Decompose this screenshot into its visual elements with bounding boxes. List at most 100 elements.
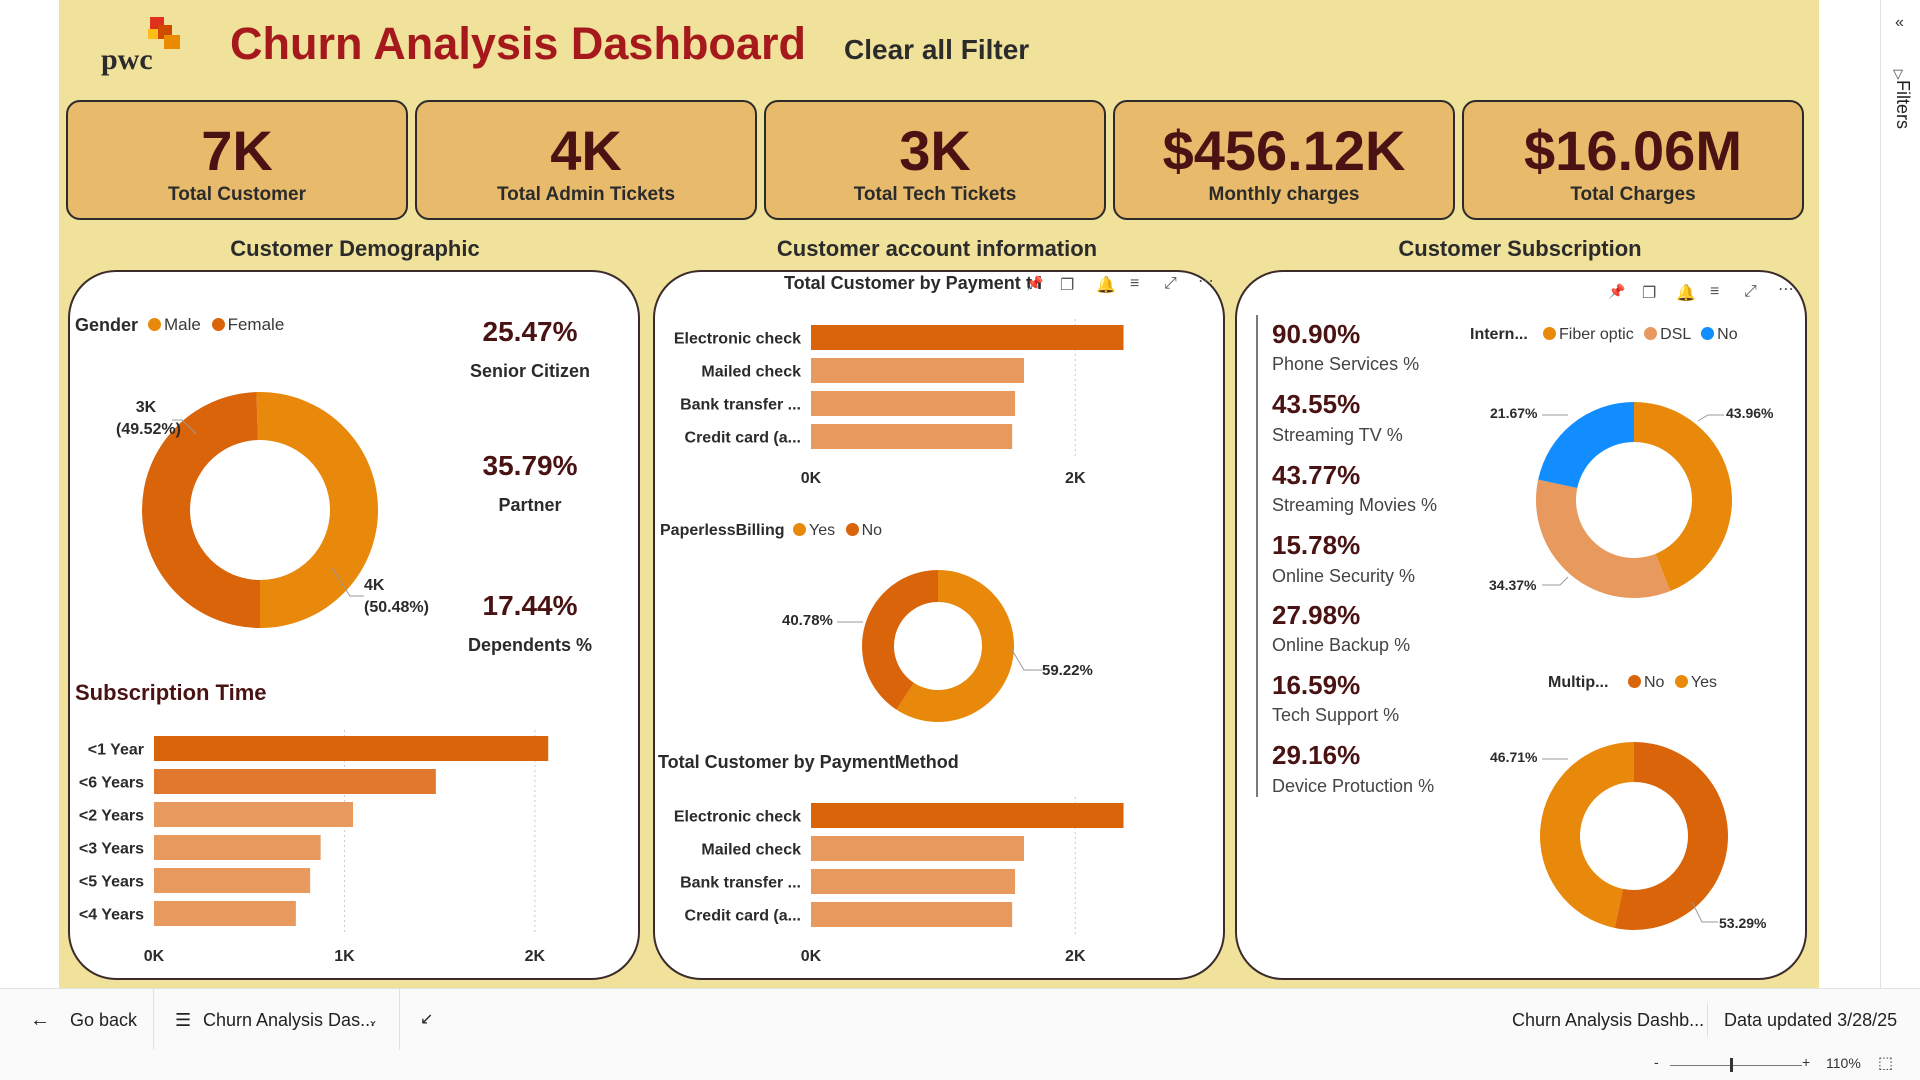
bar[interactable] xyxy=(154,868,311,893)
donut-slice-male[interactable] xyxy=(256,392,379,628)
bar[interactable] xyxy=(811,391,1016,416)
x-tick-label: 0K xyxy=(144,948,165,965)
visual-toolbar: 📌 ❐ 🔔 ≡ ⤢ ⋯ xyxy=(1018,273,1223,297)
y-category-label: Mailed check xyxy=(701,364,801,381)
donut-slice-no[interactable] xyxy=(1614,742,1728,930)
pin-icon[interactable]: 📌 xyxy=(1608,283,1626,299)
donut-slice-female[interactable] xyxy=(142,392,260,628)
payment-method-chart-title: Total Customer by PaymentMethod xyxy=(658,752,959,772)
more-options-icon[interactable]: ⋯ xyxy=(1778,281,1794,298)
filter-icon[interactable]: ≡ xyxy=(1710,283,1720,300)
bell-icon[interactable]: 🔔 xyxy=(1096,277,1116,294)
go-back-button[interactable]: Go back xyxy=(70,1010,138,1030)
bar[interactable] xyxy=(811,358,1025,383)
clear-all-filter-button[interactable]: Clear all Filter xyxy=(844,34,1030,65)
kpi-label: Total Customer xyxy=(168,184,306,205)
legend-item-no[interactable]: No xyxy=(861,522,883,539)
multiple-lines-donut-chart[interactable] xyxy=(1538,740,1730,932)
y-category-label: <4 Years xyxy=(79,907,144,924)
divider xyxy=(153,989,154,1051)
bottom-navigation-bar: ← Go back ☰ Churn Analysis Das... ⌄ ↙ Ch… xyxy=(0,988,1920,1051)
bar[interactable] xyxy=(154,769,436,794)
legend-dot-icon xyxy=(845,523,859,536)
copy-icon[interactable]: ❐ xyxy=(1642,285,1657,302)
donut-slice-no[interactable] xyxy=(862,570,938,710)
donut-slice-no[interactable] xyxy=(1538,402,1634,488)
leader-line xyxy=(172,419,197,435)
collapse-chevron-icon[interactable]: « xyxy=(1895,14,1904,31)
y-category-label: Credit card (a... xyxy=(685,430,801,447)
legend-dot-icon xyxy=(1674,675,1688,688)
bar[interactable] xyxy=(811,325,1124,350)
kpi-label: Total Admin Tickets xyxy=(496,184,676,205)
zoom-in-button[interactable]: + xyxy=(1802,1054,1811,1070)
more-options-icon[interactable]: ⋯ xyxy=(1198,273,1214,290)
legend-dot-icon xyxy=(1701,327,1715,340)
copy-icon[interactable]: ❐ xyxy=(1060,277,1075,294)
data-updated-text: Data updated 3/28/25 xyxy=(1724,1010,1898,1030)
legend-item-fiber-optic[interactable]: Fiber optic xyxy=(1559,326,1634,343)
paperless-donut-chart[interactable] xyxy=(860,568,1016,724)
demographic-panel xyxy=(68,270,640,980)
filters-label[interactable]: Filters xyxy=(1885,80,1917,140)
pages-list-icon[interactable]: ☰ xyxy=(175,1010,192,1030)
x-tick-label: 2K xyxy=(1065,948,1086,965)
legend-item-yes[interactable]: Yes xyxy=(809,522,836,539)
bar[interactable] xyxy=(811,869,1016,894)
bar[interactable] xyxy=(154,736,549,761)
bell-icon[interactable]: 🔔 xyxy=(1676,285,1696,302)
focus-mode-icon[interactable]: ⤢ xyxy=(1744,283,1757,300)
gender-donut-chart[interactable] xyxy=(140,390,380,630)
stat-label: Streaming Movies % xyxy=(1272,495,1438,515)
subscription-time-bar-chart[interactable]: 0K 1K 2K <1 Year <6 Years <2 Years <3 Years <5 … xyxy=(70,725,630,970)
legend-item-male[interactable]: Male xyxy=(164,315,201,334)
zoom-slider-handle[interactable] xyxy=(1730,1058,1733,1072)
legend-dot-icon xyxy=(1644,327,1658,340)
pin-icon[interactable]: 📌 xyxy=(1026,275,1044,291)
filter-icon[interactable]: ≡ xyxy=(1130,275,1140,292)
collapse-icon[interactable]: ↙ xyxy=(420,1011,434,1028)
filter-funnel-icon: ▽ xyxy=(1893,66,1903,81)
internet-donut-chart[interactable] xyxy=(1534,400,1734,600)
legend-item-no[interactable]: No xyxy=(1644,674,1665,691)
label-value: 3K xyxy=(135,399,157,416)
donut-slice-fiber-optic[interactable] xyxy=(1634,402,1732,592)
bar[interactable] xyxy=(154,835,321,860)
stat-value: 15.78% xyxy=(1272,530,1361,560)
legend-item-no[interactable]: No xyxy=(1717,326,1738,343)
back-arrow-icon[interactable]: ← xyxy=(30,1009,50,1031)
payment-bar-chart[interactable]: 0K 2K Electronic check Mailed check Bank tra… xyxy=(655,315,1215,495)
zoom-slider-track[interactable] xyxy=(1670,1065,1802,1066)
donut-label-no: 40.78% xyxy=(782,612,833,629)
bar[interactable] xyxy=(811,836,1025,861)
kpi-label: Total Charges xyxy=(1570,184,1696,205)
bar[interactable] xyxy=(154,901,296,926)
kpi-value: 4K xyxy=(550,119,622,182)
legend-item-yes[interactable]: Yes xyxy=(1690,674,1718,691)
page-selector[interactable]: Churn Analysis Das... xyxy=(203,1010,376,1030)
fit-to-page-icon[interactable]: ⬚ xyxy=(1878,1055,1894,1072)
zoom-level: 110% xyxy=(1826,1055,1861,1071)
x-tick-label: 0K xyxy=(801,948,822,965)
legend-item-dsl[interactable]: DSL xyxy=(1660,326,1691,343)
filters-pane[interactable]: « ▽ Filters xyxy=(1880,0,1920,988)
internet-chart-title: Intern... xyxy=(1470,326,1528,343)
bar[interactable] xyxy=(811,902,1013,927)
donut-slice-yes[interactable] xyxy=(896,570,1014,722)
legend-item-female[interactable]: Female xyxy=(227,315,285,334)
chevron-down-icon[interactable]: ⌄ xyxy=(368,1013,379,1027)
focus-mode-icon[interactable]: ⤢ xyxy=(1164,275,1177,292)
bar[interactable] xyxy=(811,803,1124,828)
bar[interactable] xyxy=(154,802,354,827)
donut-slice-dsl[interactable] xyxy=(1536,479,1671,598)
y-category-label: Electronic check xyxy=(674,331,801,348)
legend-dot-icon xyxy=(793,523,806,536)
y-category-label: <5 Years xyxy=(79,874,144,891)
leader-line xyxy=(1011,649,1042,671)
zoom-out-button[interactable]: - xyxy=(1654,1054,1659,1070)
donut-slice-yes[interactable] xyxy=(1540,742,1634,928)
paperless-legend: Yes No xyxy=(793,522,882,540)
bar[interactable] xyxy=(811,424,1013,449)
payment-chart-title-text: Total Customer by Payment xyxy=(784,273,1021,293)
payment-method-bar-chart[interactable]: 0K 2K Electronic check Mailed check Bank tra… xyxy=(655,793,1215,973)
